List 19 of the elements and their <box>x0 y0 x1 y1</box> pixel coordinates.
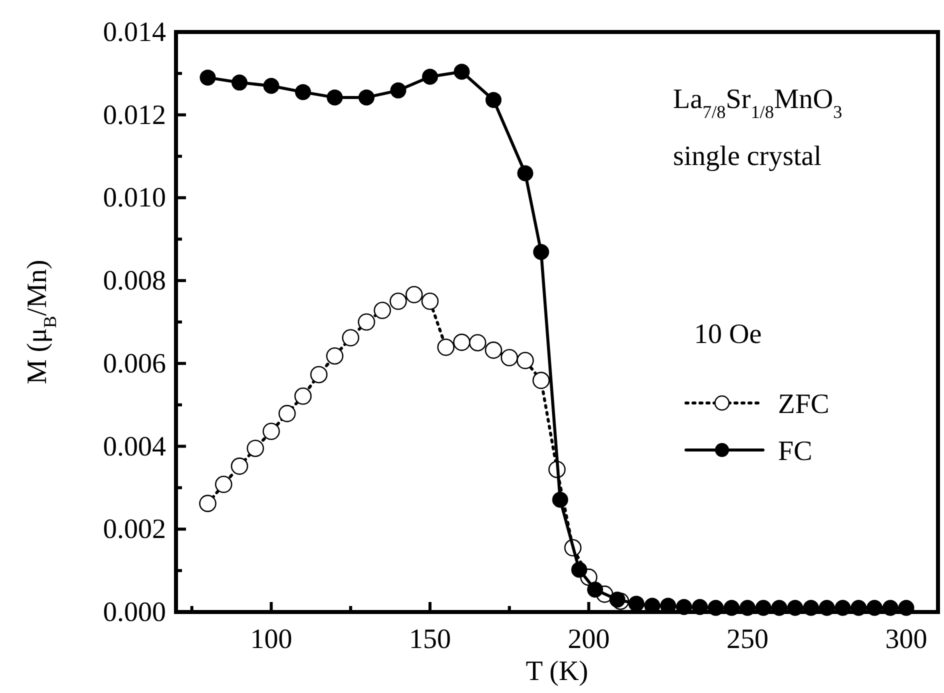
y-tick-label: 0.004 <box>103 431 166 462</box>
x-tick-label: 200 <box>568 624 610 655</box>
y-tick-label: 0.012 <box>103 100 166 131</box>
y-tick-label: 0.002 <box>103 514 166 546</box>
x-tick-label: 100 <box>250 624 292 655</box>
legend-label: ZFC <box>778 389 830 420</box>
annotation: La$_{7/8}$Sr$_{1/8}$MnO$_{3}$ <box>673 84 842 122</box>
y-tick-label: 0.014 <box>103 17 166 48</box>
y-tick-label: 0.000 <box>103 597 166 628</box>
x-tick-label: 250 <box>726 624 768 655</box>
y-tick-label: 0.006 <box>103 348 166 380</box>
x-tick-label: 300 <box>885 624 928 655</box>
annotation: 10 Oe <box>694 319 762 350</box>
legend-label: FC <box>778 436 812 467</box>
x-axis-title: T (K) <box>526 656 588 687</box>
x-tick-label: 150 <box>409 624 451 655</box>
annotation: single crystal <box>673 141 822 172</box>
y-tick-label: 0.008 <box>103 266 166 297</box>
y-tick-label: 0.010 <box>103 182 166 214</box>
